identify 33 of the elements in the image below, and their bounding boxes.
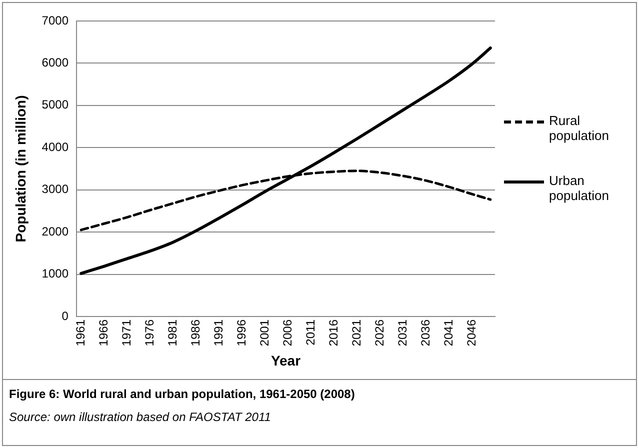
y-tick-label: 5000	[42, 98, 69, 112]
y-tick-label: 3000	[42, 182, 69, 196]
x-tick-label: 1961	[73, 319, 88, 346]
legend-label: Rural population	[549, 113, 610, 143]
y-tick-label: 7000	[42, 13, 69, 28]
y-tick-label: 6000	[42, 56, 69, 70]
y-tick-label: 4000	[42, 140, 69, 154]
caption: Figure 6: World rural and urban population, 1961-2050 (2008)	[9, 387, 355, 401]
x-tick-label: 1996	[234, 319, 248, 346]
x-tick-label: 2021	[349, 319, 364, 346]
legend-label: Urban population	[549, 173, 610, 203]
x-tick-label: 2006	[280, 319, 294, 346]
x-tick-label: 2036	[418, 319, 432, 346]
x-tick-label: 2011	[303, 319, 318, 346]
x-tick-label: 1976	[142, 319, 156, 346]
x-tick-label: 2026	[372, 319, 386, 346]
x-tick-label: 2046	[464, 319, 478, 346]
x-tick-label: 2016	[326, 319, 340, 346]
x-tick-label: 2041	[441, 319, 456, 346]
y-tick-label: 0	[62, 308, 69, 323]
x-axis-title: Year	[270, 352, 302, 368]
source-note: Source: own illustration based on FAOSTAT 2011	[9, 410, 272, 424]
x-tick-label: 1966	[96, 319, 110, 346]
y-tick-label: 2000	[42, 224, 69, 238]
x-tick-label: 1971	[119, 319, 134, 346]
x-tick-label: 2001	[257, 319, 272, 346]
x-tick-label: 2031	[395, 319, 410, 346]
y-axis-title: Population (in million)	[12, 95, 28, 242]
y-tick-label: 1000	[42, 266, 69, 281]
x-tick-label: 1991	[211, 319, 226, 346]
x-tick-label: 1986	[188, 319, 202, 346]
x-tick-label: 1981	[165, 319, 180, 346]
line-series	[80, 46, 492, 275]
